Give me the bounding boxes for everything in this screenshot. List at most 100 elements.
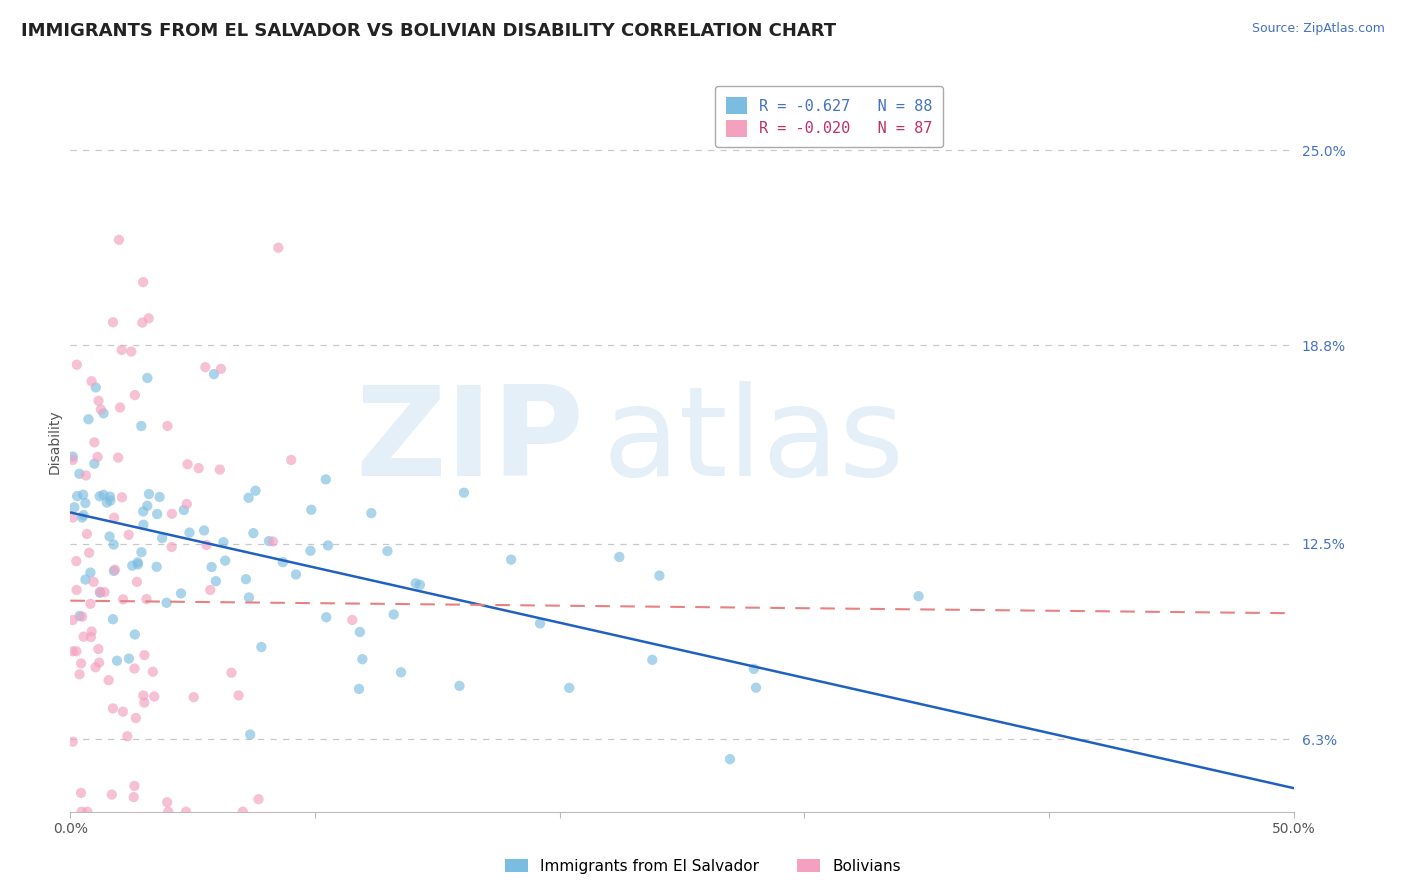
Point bbox=[221, 665, 243, 680]
Point bbox=[360, 506, 382, 520]
Point bbox=[124, 661, 146, 675]
Point bbox=[195, 538, 218, 552]
Point bbox=[907, 589, 929, 603]
Point bbox=[232, 805, 254, 819]
Point bbox=[70, 805, 93, 819]
Point bbox=[72, 488, 94, 502]
Point bbox=[156, 596, 179, 610]
Point bbox=[179, 525, 201, 540]
Point bbox=[138, 311, 160, 326]
Point bbox=[257, 534, 280, 549]
Point bbox=[156, 418, 179, 433]
Point bbox=[247, 792, 270, 806]
Point bbox=[299, 543, 322, 558]
Point bbox=[558, 681, 581, 695]
Point bbox=[122, 790, 145, 805]
Point bbox=[70, 657, 93, 671]
Point bbox=[80, 630, 103, 644]
Point bbox=[75, 468, 97, 483]
Point bbox=[718, 752, 741, 766]
Point bbox=[97, 673, 120, 688]
Point bbox=[72, 630, 94, 644]
Point bbox=[62, 734, 84, 748]
Point bbox=[121, 558, 143, 573]
Point bbox=[111, 343, 134, 357]
Point bbox=[377, 544, 399, 558]
Y-axis label: Disability: Disability bbox=[48, 409, 62, 474]
Point bbox=[101, 788, 124, 802]
Point bbox=[132, 517, 155, 532]
Point bbox=[132, 689, 155, 703]
Point bbox=[87, 393, 110, 408]
Point bbox=[62, 510, 84, 524]
Point bbox=[108, 233, 131, 247]
Point bbox=[125, 574, 148, 589]
Point bbox=[76, 527, 98, 541]
Point bbox=[745, 681, 768, 695]
Point bbox=[70, 609, 93, 624]
Point bbox=[124, 779, 146, 793]
Point bbox=[132, 504, 155, 518]
Point bbox=[315, 472, 337, 486]
Point bbox=[63, 500, 86, 515]
Point bbox=[66, 489, 89, 503]
Point bbox=[66, 358, 89, 372]
Point bbox=[280, 453, 302, 467]
Point bbox=[67, 467, 90, 481]
Point bbox=[201, 560, 224, 574]
Point bbox=[238, 591, 260, 605]
Point bbox=[641, 653, 664, 667]
Point bbox=[120, 344, 142, 359]
Point bbox=[112, 592, 135, 607]
Point bbox=[607, 549, 630, 564]
Point bbox=[62, 453, 84, 467]
Point bbox=[173, 503, 195, 517]
Point bbox=[242, 526, 264, 541]
Point bbox=[315, 610, 337, 624]
Point bbox=[98, 529, 121, 543]
Point bbox=[77, 546, 100, 560]
Point bbox=[449, 679, 471, 693]
Point bbox=[193, 524, 215, 538]
Point bbox=[93, 406, 115, 420]
Point bbox=[529, 616, 551, 631]
Point bbox=[352, 652, 374, 666]
Point bbox=[89, 489, 111, 503]
Point bbox=[79, 597, 101, 611]
Point bbox=[176, 497, 198, 511]
Point bbox=[70, 510, 93, 524]
Point bbox=[284, 567, 307, 582]
Point bbox=[75, 573, 97, 587]
Point bbox=[150, 531, 173, 545]
Text: Source: ZipAtlas.com: Source: ZipAtlas.com bbox=[1251, 22, 1385, 36]
Point bbox=[84, 380, 107, 394]
Point bbox=[174, 805, 197, 819]
Point bbox=[103, 510, 125, 524]
Legend: R = -0.627   N = 88, R = -0.020   N = 87: R = -0.627 N = 88, R = -0.020 N = 87 bbox=[716, 87, 943, 147]
Point bbox=[86, 450, 108, 464]
Point bbox=[389, 665, 412, 680]
Point bbox=[101, 612, 124, 626]
Point bbox=[69, 609, 91, 624]
Point bbox=[160, 507, 183, 521]
Point bbox=[83, 574, 105, 589]
Point bbox=[89, 584, 111, 599]
Point bbox=[136, 499, 159, 513]
Point bbox=[62, 644, 84, 658]
Point bbox=[65, 554, 87, 568]
Point bbox=[90, 402, 112, 417]
Point bbox=[72, 508, 94, 522]
Point bbox=[208, 462, 231, 476]
Point bbox=[118, 528, 141, 542]
Point bbox=[342, 613, 364, 627]
Point bbox=[65, 582, 87, 597]
Point bbox=[160, 540, 183, 554]
Point bbox=[143, 690, 166, 704]
Point bbox=[103, 537, 125, 551]
Point bbox=[156, 795, 179, 809]
Point bbox=[98, 490, 121, 504]
Point bbox=[127, 555, 149, 569]
Point bbox=[84, 660, 107, 674]
Point bbox=[409, 578, 432, 592]
Point bbox=[87, 656, 110, 670]
